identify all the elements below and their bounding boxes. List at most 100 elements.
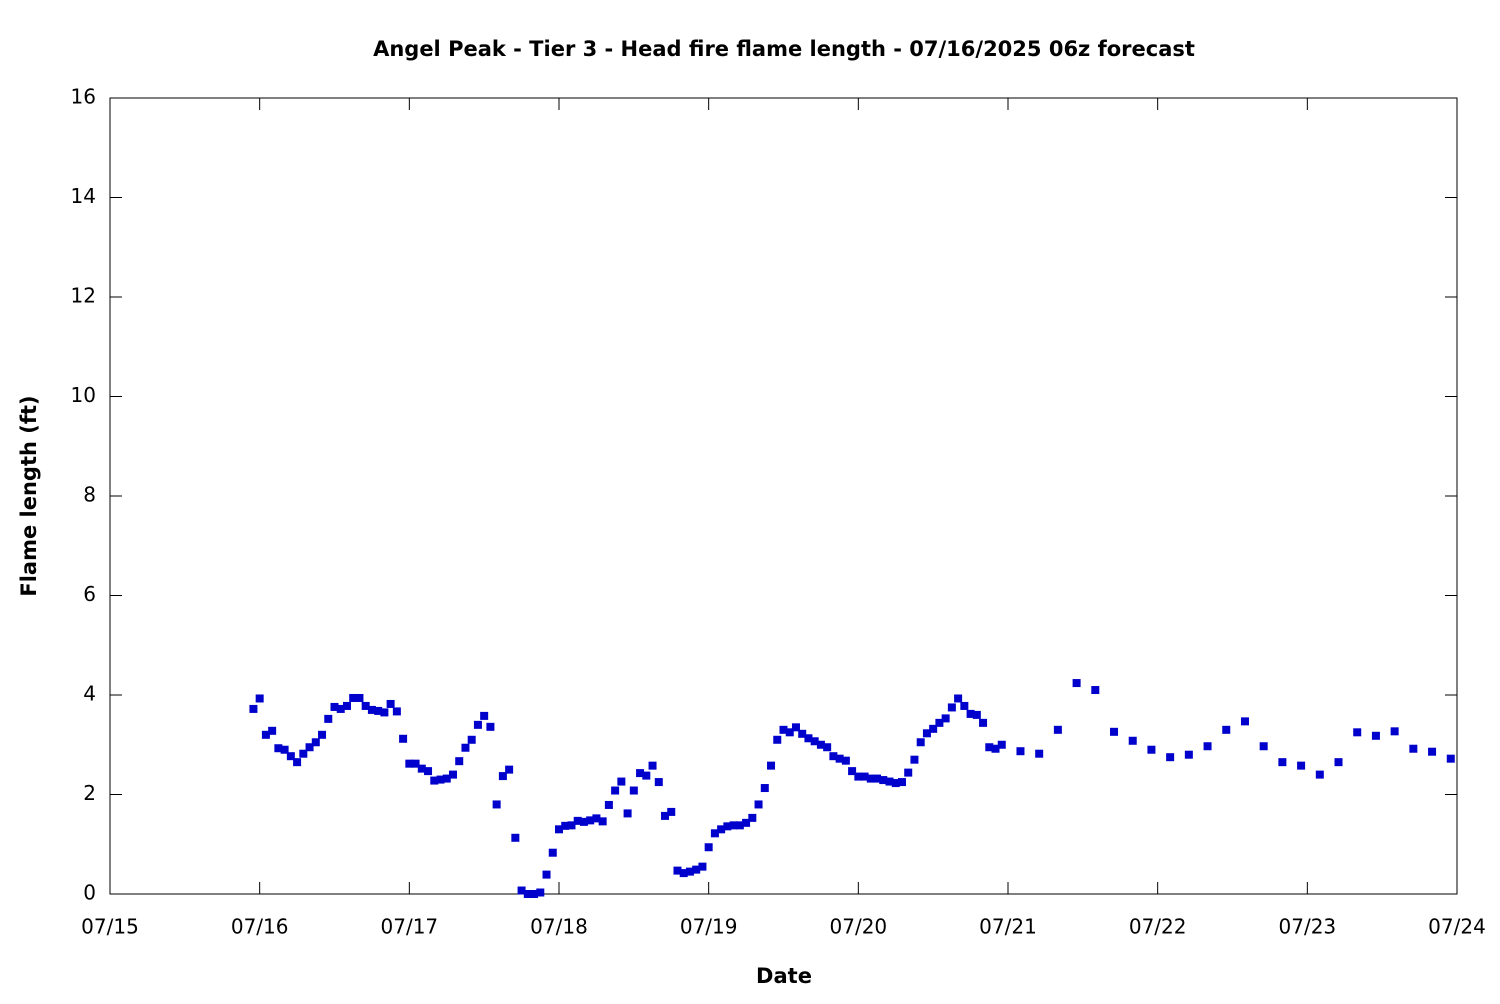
point: [367, 705, 376, 714]
point: [623, 809, 632, 818]
point: [592, 814, 601, 823]
point: [542, 870, 551, 879]
point: [1409, 744, 1418, 753]
point: [374, 706, 383, 715]
point: [598, 817, 607, 826]
point: [1147, 745, 1156, 754]
point: [997, 740, 1006, 749]
point: [748, 813, 757, 822]
point: [611, 786, 620, 795]
point: [473, 720, 482, 729]
point: [536, 888, 545, 897]
point: [1222, 725, 1231, 734]
x-tick-label: 07/23: [1279, 915, 1337, 939]
point: [336, 704, 345, 713]
point: [673, 866, 682, 875]
point: [436, 775, 445, 784]
point: [854, 772, 863, 781]
point: [1035, 749, 1044, 758]
point: [486, 722, 495, 731]
point: [361, 701, 370, 710]
y-tick-label: 8: [83, 483, 96, 507]
point: [311, 738, 320, 747]
point: [710, 829, 719, 838]
point: [1390, 727, 1399, 736]
point: [293, 758, 302, 767]
point: [985, 743, 994, 752]
point: [729, 821, 738, 830]
point: [767, 761, 776, 770]
point: [841, 756, 850, 765]
point: [299, 749, 308, 758]
x-tick-label: 07/18: [530, 915, 588, 939]
x-tick-label: 07/17: [381, 915, 439, 939]
point: [922, 729, 931, 738]
point: [1334, 758, 1343, 767]
point: [1128, 736, 1137, 745]
point: [517, 886, 526, 895]
point: [268, 726, 277, 735]
point: [947, 703, 956, 712]
point: [305, 743, 314, 752]
point: [1184, 750, 1193, 759]
point: [866, 774, 875, 783]
point: [679, 869, 688, 878]
point: [891, 779, 900, 788]
point: [1072, 679, 1081, 688]
point: [810, 737, 819, 746]
point: [405, 759, 414, 768]
point: [523, 890, 532, 898]
point: [380, 708, 389, 717]
y-tick-label: 12: [71, 284, 96, 308]
point: [723, 822, 732, 831]
y-axis-label: Flame length (ft): [17, 395, 41, 596]
point: [979, 718, 988, 727]
point: [860, 772, 869, 781]
point: [579, 817, 588, 826]
point: [941, 714, 950, 723]
point: [848, 767, 857, 776]
point: [791, 723, 800, 732]
point: [966, 709, 975, 718]
point: [586, 816, 595, 825]
point: [1053, 725, 1062, 734]
point: [972, 710, 981, 719]
point: [467, 735, 476, 744]
point: [717, 825, 726, 834]
x-tick-label: 07/22: [1129, 915, 1187, 939]
point: [929, 724, 938, 733]
point: [879, 776, 888, 785]
chart-title: Angel Peak - Tier 3 - Head fire flame le…: [373, 37, 1195, 61]
point: [1446, 754, 1455, 763]
point: [629, 786, 638, 795]
point: [742, 818, 751, 827]
point: [779, 725, 788, 734]
point: [249, 704, 258, 713]
point: [1315, 770, 1324, 779]
x-tick-label: 07/15: [81, 915, 139, 939]
point: [505, 765, 514, 774]
point: [760, 784, 769, 793]
point: [530, 890, 539, 898]
y-tick-label: 4: [83, 682, 96, 706]
point: [498, 772, 507, 781]
point: [773, 735, 782, 744]
y-tick-label: 6: [83, 582, 96, 606]
point: [399, 734, 408, 743]
point: [991, 744, 1000, 753]
point: [704, 843, 713, 852]
point: [318, 730, 327, 739]
point: [667, 807, 676, 816]
point: [1110, 727, 1119, 736]
y-tick-label: 0: [83, 881, 96, 905]
point: [424, 767, 433, 776]
point: [330, 702, 339, 711]
point: [349, 693, 358, 702]
point: [642, 771, 651, 780]
point: [455, 757, 464, 766]
point: [1016, 747, 1025, 756]
point: [648, 761, 657, 770]
point: [935, 718, 944, 727]
x-axis-label: Date: [756, 964, 812, 988]
y-tick-label: 14: [71, 184, 96, 208]
